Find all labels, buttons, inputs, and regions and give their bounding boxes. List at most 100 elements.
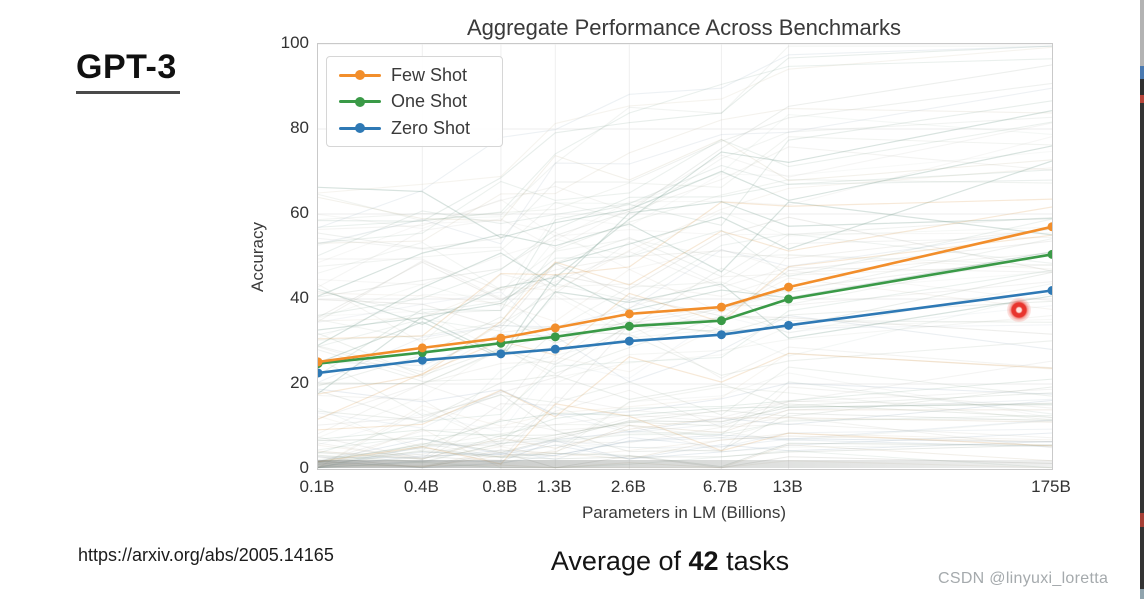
series-marker [417,355,427,365]
edge-strip-segment [1140,527,1144,589]
x-tick-label: 13B [772,477,803,496]
background-task-line [318,107,1052,244]
series-marker [550,332,560,342]
background-task-line [318,381,1052,469]
background-task-line [318,444,1052,469]
background-task-line [318,206,1052,395]
background-task-line [318,428,1052,469]
series-marker [496,333,506,343]
legend-line-marker-icon [339,123,381,133]
series-marker [496,349,506,359]
legend-entry-one-shot: One Shot [327,91,502,112]
background-task-line [318,169,1052,316]
background-task-line [318,269,1052,454]
x-tick-label: 1.3B [536,477,572,496]
series-marker [624,336,634,346]
background-task-line [318,236,1052,295]
background-task-line [318,82,1052,250]
legend-dot-icon [355,96,365,107]
background-task-line [318,255,1052,426]
legend-line-marker-icon [339,96,381,107]
background-task-line [318,136,1052,286]
background-task-line [318,357,1052,417]
background-task-line [318,390,1052,434]
background-task-line [318,253,1052,341]
series-marker [716,316,726,326]
background-task-line [318,198,1052,340]
background-task-line [318,179,1052,341]
background-task-line [318,283,1052,385]
background-task-line [318,386,1052,460]
background-task-line [318,442,1052,468]
edge-strip-segment [1140,79,1144,95]
background-task-line [318,100,1052,376]
legend-dot-icon [355,123,365,133]
series-marker [1047,222,1052,232]
series-line-few-shot [318,225,1052,364]
background-task-line [318,254,1052,448]
legend-label: One Shot [391,91,468,111]
background-task-line [318,444,1052,463]
x-tick-label: 0.1B [299,477,335,496]
background-task-line [318,382,1052,416]
background-task-line [318,252,1052,435]
background-task-line [318,45,1052,221]
background-task-line [318,87,1052,245]
background-task-line [318,238,1052,373]
background-task-line [318,390,1052,453]
background-task-line [318,109,1052,326]
background-task-line [318,262,1052,335]
background-task-line [318,167,1052,322]
background-task-line [318,228,1052,323]
background-task-line [318,418,1052,461]
background-task-line [318,315,1052,377]
background-task-line [318,216,1052,318]
background-task-line [318,233,1052,348]
series-line-zero-shot [318,289,1052,375]
edge-strip [1140,0,1144,599]
edge-strip-segment [1140,66,1144,79]
background-task-line [318,201,1052,346]
background-task-line [318,372,1052,465]
background-task-line [318,45,1052,222]
series-marker [417,343,427,353]
background-task-line [318,198,1052,237]
series-marker [550,323,560,333]
background-task-line [318,403,1052,463]
x-tick-label: 0.8B [482,477,518,496]
series-marker [624,321,634,331]
legend-entry-zero-shot: Zero Shot [327,118,502,139]
background-task-line [318,323,1052,379]
background-task-line [318,360,1052,469]
y-tick-label: 80 [290,118,309,137]
edge-strip-segment [1140,589,1144,599]
background-task-line [318,64,1052,298]
edge-strip-segment [1140,513,1144,527]
background-task-line [318,211,1052,319]
background-task-line [318,292,1052,452]
background-task-line [318,228,1052,383]
background-task-line [318,116,1052,267]
background-task-line [318,220,1052,302]
background-task-line [318,271,1052,353]
y-tick-label: 0 [299,458,309,477]
series-marker [716,302,726,312]
chart-canvas [318,44,1052,469]
chart-title: Aggregate Performance Across Benchmarks [466,15,902,40]
background-task-line [318,432,1052,465]
background-task-line [318,374,1052,422]
background-task-line [318,45,1052,229]
legend-label: Zero Shot [391,117,471,138]
background-task-line [318,251,1052,357]
background-task-line [318,268,1052,323]
background-task-line [318,352,1052,431]
series-marker [1047,249,1052,259]
watermark: CSDN @linyuxi_loretta [938,570,1109,587]
plot-area [317,43,1053,470]
edge-strip-segment [1140,95,1144,103]
background-task-line [318,240,1052,459]
bottom-density-band [318,460,1052,468]
x-axis-label: Parameters in LM (Billions) [581,503,787,522]
background-task-line [318,419,1052,460]
series-marker [784,282,794,292]
